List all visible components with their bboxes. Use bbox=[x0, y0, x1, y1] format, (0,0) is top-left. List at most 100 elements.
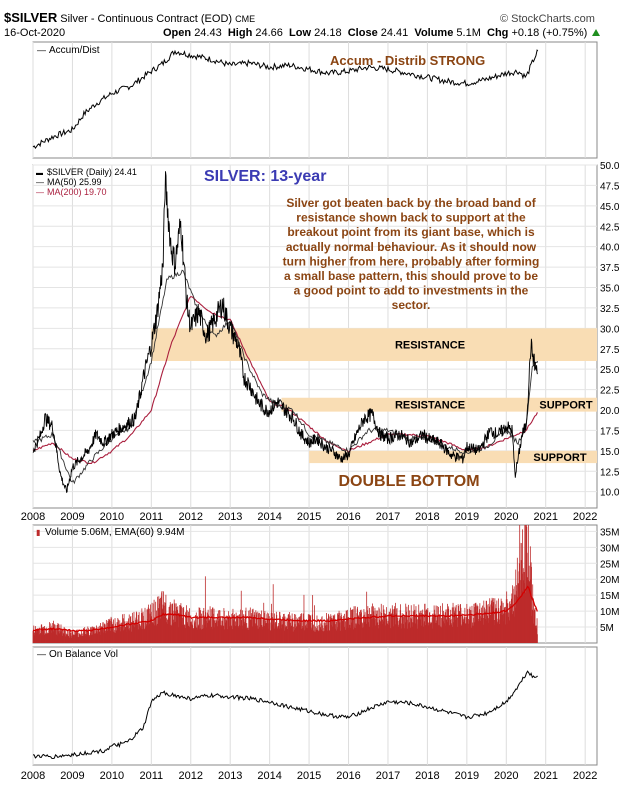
x-tick-label: 2016 bbox=[336, 770, 360, 782]
price-y-tick-label: 45.0 bbox=[600, 202, 620, 213]
ohlc-row: Open 24.43 High 24.66 Low 24.18 Close 24… bbox=[163, 27, 601, 39]
exchange: CME bbox=[235, 14, 256, 24]
pattern-label: DOUBLE BOTTOM bbox=[338, 473, 479, 490]
obv-legend-swatch: — bbox=[37, 649, 46, 659]
x-tick-label: 2009 bbox=[60, 770, 84, 782]
x-tick-label: 2011 bbox=[139, 511, 163, 523]
commentary-line: resistance shown back to support at the bbox=[296, 211, 526, 225]
x-tick-label: 2013 bbox=[218, 511, 242, 523]
band-2 bbox=[309, 450, 597, 464]
accum-dist-title: Accum/Dist bbox=[49, 45, 100, 56]
price-y-tick-label: 37.5 bbox=[600, 263, 620, 274]
accum-dist-legend-swatch: — bbox=[37, 45, 46, 55]
low-value: 24.18 bbox=[314, 27, 342, 39]
x-tick-label: 2022 bbox=[573, 770, 597, 782]
price-y-tick-label: 32.5 bbox=[600, 304, 620, 315]
x-tick-label: 2019 bbox=[455, 511, 479, 523]
price-y-tick-label: 10.0 bbox=[600, 488, 620, 499]
price-y-tick-label: 50.0 bbox=[600, 161, 620, 172]
volume-y-tick-label: 5M bbox=[600, 623, 614, 634]
obv-title: On Balance Vol bbox=[49, 649, 118, 660]
volume-y-tick-label: 35M bbox=[600, 527, 619, 538]
x-tick-label: 2021 bbox=[533, 511, 557, 523]
price-y-tick-label: 30.0 bbox=[600, 324, 620, 335]
commentary-line: breakout point from its giant base, whic… bbox=[287, 225, 535, 239]
x-tick-label: 2020 bbox=[494, 770, 518, 782]
commentary-line: turn higher from here, probably after fo… bbox=[283, 254, 540, 268]
accum-dist-annotation: Accum - Distrib STRONG bbox=[330, 53, 485, 68]
price-legend-label: $SILVER (Daily) 24.41 bbox=[47, 167, 137, 177]
x-tick-label: 2017 bbox=[376, 511, 400, 523]
low-label: Low bbox=[289, 27, 312, 39]
volume-y-tick-label: 10M bbox=[600, 607, 619, 618]
ma50-legend-label: MA(50) 25.99 bbox=[47, 177, 102, 187]
x-tick-label: 2010 bbox=[100, 511, 124, 523]
x-tick-label: 2018 bbox=[415, 770, 439, 782]
high-label: High bbox=[227, 27, 253, 39]
high-value: 24.66 bbox=[255, 27, 283, 39]
x-tick-label: 2015 bbox=[297, 770, 321, 782]
volume-y-tick-label: 15M bbox=[600, 591, 619, 602]
band-0 bbox=[151, 328, 597, 361]
x-tick-label: 2008 bbox=[21, 770, 45, 782]
volume-y-tick-label: 20M bbox=[600, 575, 619, 586]
header-row-2: 16-Oct-2020 bbox=[4, 27, 65, 39]
commentary-line: a small base pattern, this should prove … bbox=[284, 269, 538, 283]
x-tick-label: 2015 bbox=[297, 511, 321, 523]
x-tick-label: 2019 bbox=[455, 770, 479, 782]
x-tick-label: 2009 bbox=[60, 511, 84, 523]
ma200-legend-label: MA(200) 19.70 bbox=[47, 187, 107, 197]
price-y-tick-label: 22.5 bbox=[600, 386, 620, 397]
open-label: Open bbox=[163, 27, 192, 39]
volume-ema-line bbox=[33, 585, 538, 633]
price-y-tick-label: 35.0 bbox=[600, 284, 620, 295]
commentary-line: Silver got beaten back by the broad band… bbox=[286, 196, 536, 210]
x-tick-label: 2022 bbox=[573, 511, 597, 523]
chg-value: +0.18 (+0.75%) bbox=[511, 27, 588, 39]
band-right-label-1: SUPPORT bbox=[539, 400, 592, 412]
volume-y-tick-label: 30M bbox=[600, 543, 619, 554]
price-headline: SILVER: 13-year bbox=[204, 168, 326, 185]
band-label-1: RESISTANCE bbox=[395, 400, 465, 412]
x-tick-label: 2012 bbox=[179, 770, 203, 782]
symbol: $SILVER bbox=[4, 10, 58, 25]
panel-frame-obv bbox=[32, 646, 598, 766]
chg-label: Chg bbox=[487, 27, 509, 39]
band-1 bbox=[281, 397, 597, 412]
x-tick-label: 2017 bbox=[376, 770, 400, 782]
commentary-line: sector. bbox=[392, 298, 431, 312]
ma50-legend-swatch: — bbox=[36, 178, 44, 187]
x-tick-label: 2018 bbox=[415, 511, 439, 523]
volume-title: Volume 5.06M, EMA(60) 9.94M bbox=[45, 527, 185, 538]
accum-dist-line bbox=[32, 49, 539, 149]
price-y-tick-label: 47.5 bbox=[600, 181, 620, 192]
close-label: Close bbox=[347, 27, 378, 39]
price-y-tick-label: 20.0 bbox=[600, 406, 620, 417]
price-y-tick-label: 42.5 bbox=[600, 222, 620, 233]
obv-line bbox=[32, 670, 538, 760]
volume-y-tick-label: 25M bbox=[600, 559, 619, 570]
x-tick-label: 2011 bbox=[139, 770, 163, 782]
price-y-tick-label: 15.0 bbox=[600, 447, 620, 458]
price-y-tick-label: 17.5 bbox=[600, 426, 620, 437]
x-tick-label: 2010 bbox=[100, 770, 124, 782]
open-value: 24.43 bbox=[194, 27, 222, 39]
panel-frame-ad bbox=[32, 41, 598, 159]
header-row-1: $SILVER Silver - Continuous Contract (EO… bbox=[4, 10, 255, 25]
price-line bbox=[32, 171, 538, 494]
x-tick-label: 2021 bbox=[533, 770, 557, 782]
volume-label: Volume bbox=[414, 27, 454, 39]
price-y-tick-label: 40.0 bbox=[600, 243, 620, 254]
date: 16-Oct-2020 bbox=[4, 27, 66, 39]
x-tick-label: 2013 bbox=[218, 770, 242, 782]
commentary-line: a good point to add to investments in th… bbox=[294, 284, 529, 298]
volume-value: 5.1M bbox=[456, 27, 481, 39]
price-y-tick-label: 27.5 bbox=[600, 345, 620, 356]
volume-legend-swatch: ▮ bbox=[36, 528, 40, 537]
x-tick-label: 2014 bbox=[257, 511, 281, 523]
band-label-2: SUPPORT bbox=[533, 452, 586, 464]
brand[interactable]: © StockCharts.com bbox=[500, 13, 595, 25]
price-y-tick-label: 12.5 bbox=[600, 467, 620, 478]
price-y-tick-label: 25.0 bbox=[600, 365, 620, 376]
